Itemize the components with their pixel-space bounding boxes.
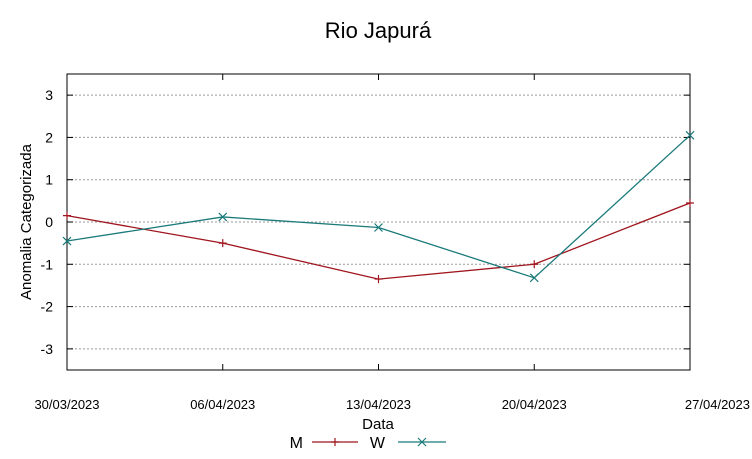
data-point-w [529,273,539,283]
y-tick-label: 1 [45,172,53,188]
y-tick-label: -3 [41,341,54,357]
x-axis-ticks: 30/03/2023 06/04/2023 13/04/2023 20/04/2023… [34,74,750,412]
series-layer [62,130,695,284]
legend-marker-w [417,437,427,447]
data-point-w [685,130,695,140]
data-point-m [63,211,71,220]
x-tick-label: 20/04/2023 [502,397,567,412]
grid-lines [67,94,690,350]
data-point-m [218,239,227,248]
legend-marker-m [331,438,339,446]
x-axis-label: Data [362,416,394,433]
y-axis-label: Anomalia Categorizada [18,143,35,300]
y-tick-label: 0 [45,214,53,230]
data-point-w [218,212,228,222]
x-tick-label: 30/03/2023 [34,397,99,412]
plot-frame [66,73,691,371]
x-tick-label: 13/04/2023 [346,397,411,412]
x-tick-label: 06/04/2023 [190,397,255,412]
data-point-m [530,260,539,269]
y-tick-label: -2 [41,299,54,315]
legend-label-m: M [290,435,303,452]
y-tick-label: 3 [45,87,53,103]
data-point-m [686,198,694,207]
y-tick-label: 2 [45,129,53,145]
series-line-m [66,202,691,280]
y-axis-ticks: 3 2 1 0 -1 -2 -3 [41,87,690,357]
y-tick-label: -1 [41,256,54,272]
series-line-w [66,134,691,279]
x-tick-label: 27/04/2023 [685,397,750,412]
data-point-m [374,275,383,284]
chart-title: Rio Japurá [325,18,432,43]
data-point-w [62,236,72,246]
legend: M W [290,435,446,452]
data-point-w [374,223,383,232]
legend-label-w: W [370,435,386,452]
